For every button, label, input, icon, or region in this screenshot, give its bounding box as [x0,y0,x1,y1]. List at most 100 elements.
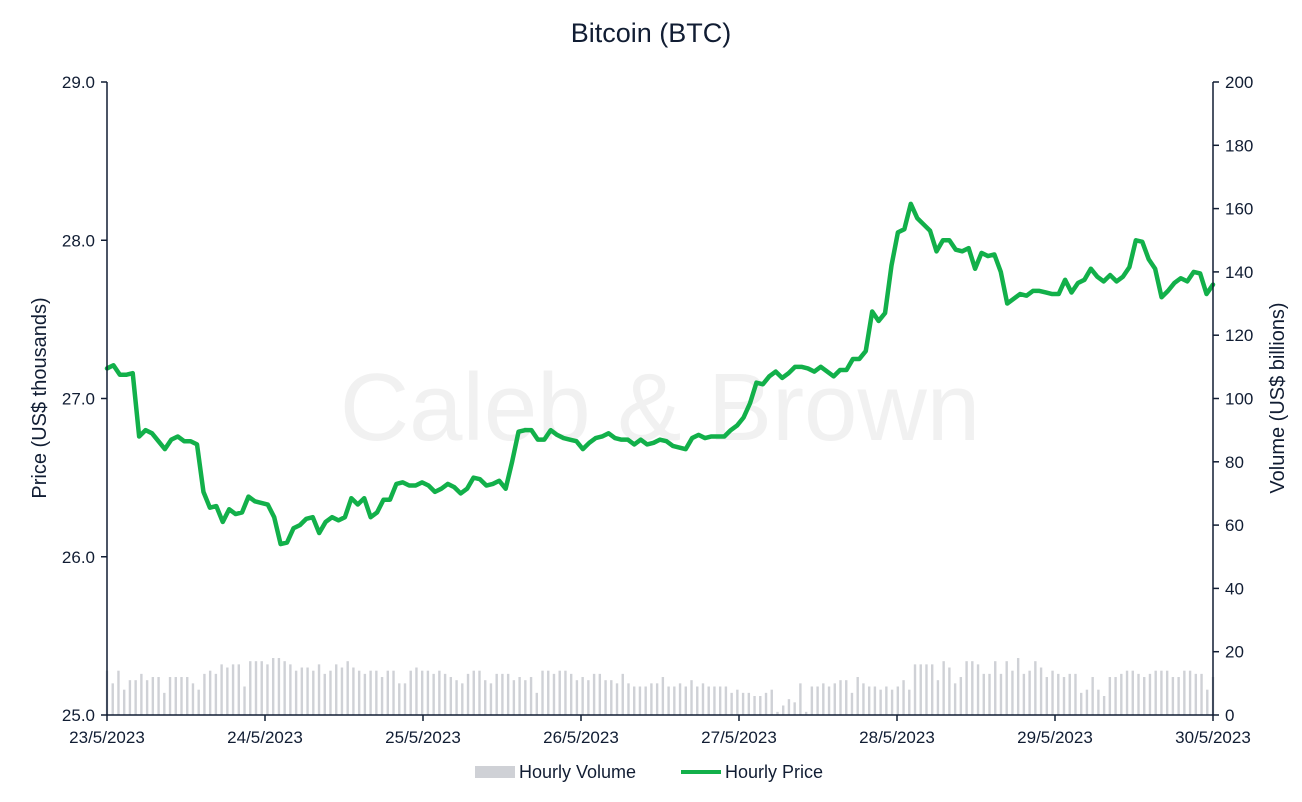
volume-bar [959,677,963,715]
volume-bar [650,683,653,715]
volume-bar [524,680,527,715]
volume-bar [1143,677,1146,715]
volume-bar [655,683,659,715]
volume-bar [845,680,848,715]
chart-title: Bitcoin (BTC) [571,18,732,48]
volume-bar [575,680,579,715]
volume-bar [776,711,779,715]
legend: Hourly Volume Hourly Price [475,762,823,782]
volume-bar [976,664,980,715]
volume-bar [306,667,309,715]
volume-bar [1091,677,1094,715]
volume-bar [621,673,624,715]
volume-bar [569,673,573,715]
volume-bar [145,680,149,715]
volume-bar [833,683,836,715]
right-tick-label: 20 [1225,643,1244,662]
volume-bar [644,686,647,715]
volume-bar [420,670,424,715]
left-axis-title: Price (US$ thousands) [29,297,51,498]
volume-bar [552,673,556,715]
volume-bar [277,658,281,715]
volume-bar [1171,677,1175,715]
right-tick-label: 180 [1225,136,1253,155]
volume-bar [426,670,430,715]
volume-bar [948,667,951,715]
left-axis-ticks: 25.0 26.0 27.0 28.0 29.0 [62,73,107,725]
watermark: Caleb & Brown [340,354,980,461]
volume-bar [1108,677,1112,715]
volume-bars [105,658,1215,715]
volume-bar [730,692,733,715]
volume-bar [988,673,991,715]
volume-bar [994,661,997,715]
volume-bar [1137,673,1140,715]
volume-bar [438,670,441,715]
x-tick-label: 26/5/2023 [543,728,619,747]
legend-volume-label: Hourly Volume [519,762,636,782]
volume-bar [1102,696,1106,715]
volume-bar [1160,670,1163,715]
price-line [104,201,1216,547]
volume-bar [352,667,355,715]
volume-bar [885,686,888,715]
right-tick-label: 200 [1225,73,1253,92]
volume-bar [226,667,229,715]
volume-bar [1183,670,1186,715]
volume-bar [260,661,263,715]
volume-bar [140,673,143,715]
volume-bar [581,677,584,715]
volume-bar [804,711,808,715]
volume-bar [541,670,544,715]
volume-bar [999,673,1003,715]
volume-bar [283,661,286,715]
volume-bar [243,686,246,715]
volume-bar [615,683,619,715]
volume-bar [122,689,126,715]
volume-bar [518,677,521,715]
volume-bar [1177,677,1180,715]
volume-bar [340,667,344,715]
volume-bar [203,673,206,715]
volume-bar [673,686,676,715]
right-tick-label: 80 [1225,453,1244,472]
volume-bar [718,686,722,715]
volume-bar [415,667,418,715]
volume-bar [604,680,607,715]
volume-bar [965,661,968,715]
left-tick-label: 25.0 [62,706,95,725]
volume-bar [512,680,516,715]
volume-bar [810,686,814,715]
volume-bar [1085,689,1089,715]
x-axis-ticks: 23/5/2023 24/5/2023 25/5/2023 26/5/2023 27/5… [69,715,1251,747]
volume-bar [214,673,218,715]
volume-bar [317,664,321,715]
volume-bar [953,683,957,715]
volume-bar [380,677,384,715]
x-tick-label: 29/5/2023 [1017,728,1093,747]
volume-bar [896,686,900,715]
volume-bar [1114,677,1117,715]
right-tick-label: 0 [1225,706,1234,725]
volume-bar [713,686,716,715]
volume-bar [134,680,137,715]
volume-bar [873,686,877,715]
volume-bar [931,664,934,715]
volume-bar [684,686,687,715]
volume-bar [764,692,768,715]
volume-bar [971,661,974,715]
right-axis-title: Volume (US$ billions) [1267,302,1289,493]
volume-bar [633,686,636,715]
volume-bar [587,680,590,715]
volume-bar [770,689,773,715]
volume-bar [982,673,985,715]
volume-bar [443,673,447,715]
volume-bar [157,677,160,715]
volume-bar [455,680,458,715]
volume-bar [1051,670,1054,715]
volume-bar [678,683,682,715]
volume-bar [879,689,882,715]
volume-bar [1045,677,1049,715]
